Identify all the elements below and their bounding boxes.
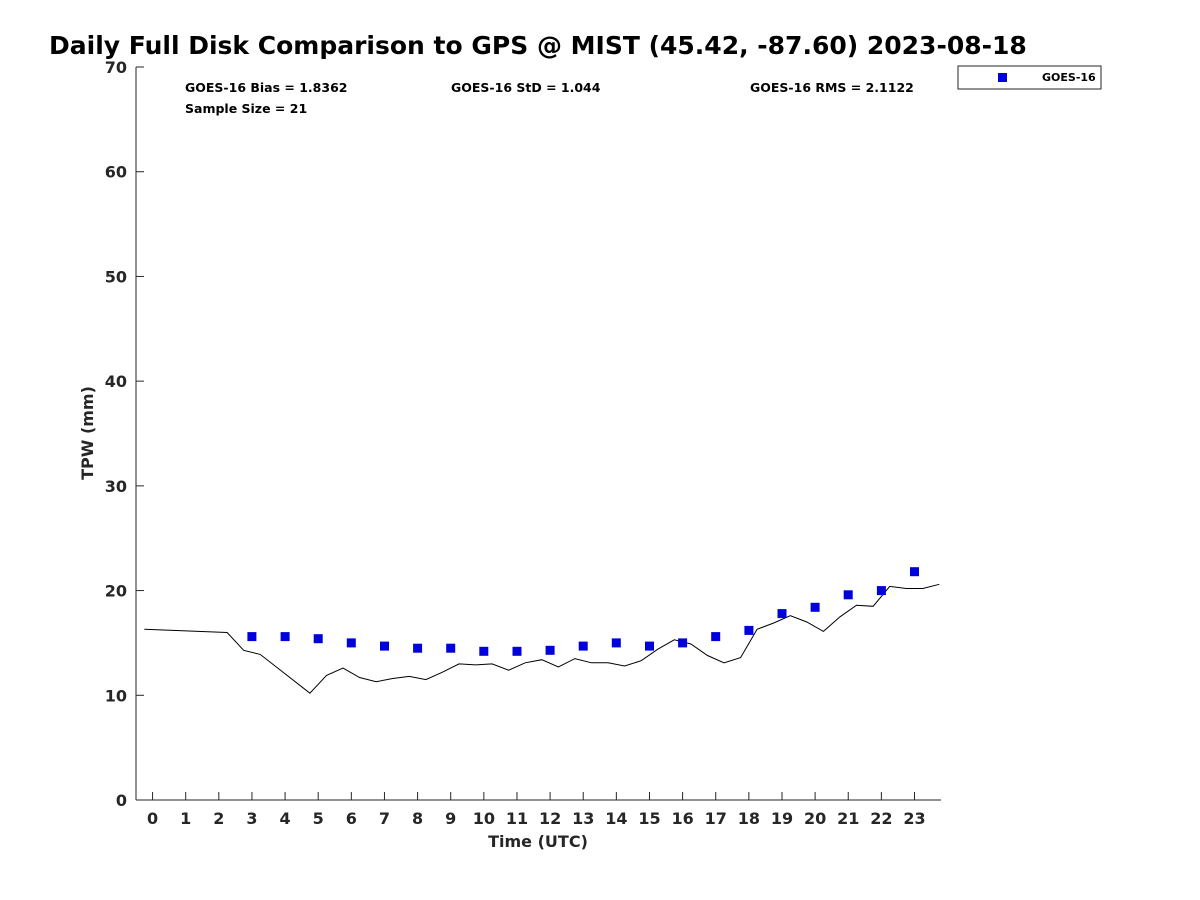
axes	[135, 67, 941, 801]
goes16-point	[876, 586, 886, 596]
y-ticks: 0 10 20 30 40 50 60 70	[105, 58, 144, 810]
goes16-point	[247, 632, 257, 642]
legend-label-goes16: GOES-16	[1042, 71, 1096, 84]
x-tick-label: 5	[313, 809, 324, 828]
x-tick-label: 7	[379, 809, 390, 828]
goes16-point	[512, 646, 522, 656]
x-tick-label: 14	[605, 809, 627, 828]
y-tick-label: 40	[105, 372, 127, 391]
goes16-point	[645, 641, 654, 651]
x-axis-label: Time (UTC)	[488, 832, 588, 851]
y-tick-label: 10	[105, 686, 127, 705]
x-tick-label: 11	[506, 809, 528, 828]
x-tick-label: 19	[771, 809, 793, 828]
goes16-point	[479, 646, 489, 656]
goes16-point	[744, 625, 754, 635]
std-stat: GOES-16 StD = 1.044	[451, 80, 601, 95]
bias-stat: GOES-16 Bias = 1.8362	[185, 80, 347, 95]
goes16-point	[711, 632, 721, 642]
rms-stat: GOES-16 RMS = 2.1122	[750, 80, 914, 95]
goes16-point	[611, 638, 621, 648]
x-tick-label: 22	[870, 809, 892, 828]
goes16-point	[578, 641, 588, 651]
y-tick-label: 50	[105, 267, 127, 286]
gps-series-line	[144, 583, 940, 694]
x-tick-label: 13	[572, 809, 594, 828]
goes16-point	[910, 567, 919, 577]
goes16-point	[678, 638, 688, 648]
legend-marker-square	[998, 73, 1007, 82]
legend-box	[957, 65, 1102, 90]
goes16-point	[843, 590, 853, 600]
goes16-point	[777, 609, 787, 619]
x-tick-label: 8	[412, 809, 423, 828]
y-tick-label: 0	[116, 791, 127, 810]
x-tick-label: 0	[147, 809, 158, 828]
goes16-point	[446, 643, 456, 653]
chart-title: Daily Full Disk Comparison to GPS @ MIST…	[49, 31, 1027, 60]
x-tick-label: 23	[903, 809, 925, 828]
legend: GOES-16	[957, 65, 1102, 90]
goes16-point	[545, 645, 555, 655]
x-tick-label: 15	[638, 809, 660, 828]
goes16-point	[810, 602, 820, 612]
x-tick-label: 6	[346, 809, 357, 828]
goes16-point	[380, 641, 389, 651]
y-tick-label: 30	[105, 477, 127, 496]
goes16-point	[346, 638, 356, 648]
x-tick-label: 2	[213, 809, 224, 828]
x-tick-label: 16	[671, 809, 693, 828]
x-tick-label: 3	[246, 809, 257, 828]
x-ticks: 0 1 2 3 4 5 6 7 8 9 10 11 12 13 14 15 16 17 18 19 20 21 22 23	[147, 792, 926, 828]
goes16-point	[280, 632, 290, 642]
y-tick-label: 20	[105, 582, 127, 601]
x-tick-label: 1	[180, 809, 191, 828]
x-tick-label: 21	[837, 809, 859, 828]
x-tick-label: 10	[473, 809, 495, 828]
x-tick-label: 18	[738, 809, 760, 828]
goes16-point	[313, 634, 323, 644]
goes16-point	[413, 643, 423, 653]
x-tick-label: 4	[280, 809, 291, 828]
series-layer	[144, 567, 940, 694]
x-tick-label: 17	[705, 809, 727, 828]
x-tick-label: 9	[445, 809, 456, 828]
y-axis-label: TPW (mm)	[78, 386, 97, 480]
x-tick-label: 20	[804, 809, 826, 828]
y-tick-label: 70	[105, 58, 127, 77]
x-tick-label: 12	[539, 809, 561, 828]
sample-size-stat: Sample Size = 21	[185, 101, 307, 116]
y-tick-label: 60	[105, 163, 127, 182]
